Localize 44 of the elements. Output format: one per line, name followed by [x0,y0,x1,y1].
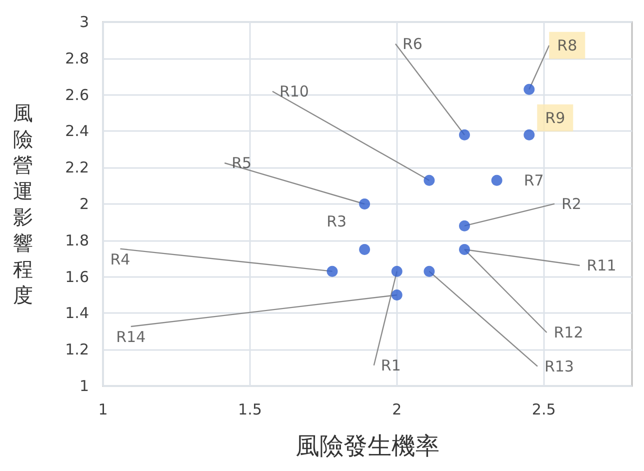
point [391,290,402,300]
point [359,198,370,210]
y-tick-label: 2.4 [65,122,89,140]
y-tick-label: 2 [79,195,89,213]
point [391,266,402,277]
y-tick-label: 1.2 [65,340,89,359]
y-tick-label: 1 [79,377,89,395]
annotation: R11 [586,256,616,274]
y-tick-label: 1.6 [65,268,89,286]
annotation: R14 [116,328,146,346]
annotation: R7 [524,171,544,190]
point [458,129,470,140]
annotation: R12 [554,324,584,342]
x-tick-label: 2 [392,400,402,418]
annotation: R10 [279,82,309,100]
annotation: R3 [326,212,347,230]
point [458,244,470,255]
annotation: R8 [557,36,578,54]
y-tick-label: 2.6 [65,86,89,104]
point [491,174,502,186]
annotation: R4 [110,250,130,268]
x-tick-label: 2.5 [532,400,556,418]
annotation: R5 [232,154,252,172]
y-tick-label: 1.4 [65,304,89,322]
y-tick-label: 3 [79,13,89,31]
annotation: R2 [562,194,582,213]
point [326,266,338,277]
x-tick-label: 1.5 [238,400,262,418]
point [524,129,535,140]
point [424,266,435,277]
x-tick-label: 1 [98,400,108,418]
annotation: R6 [402,34,422,53]
y-tick-label: 2.8 [65,49,89,68]
annotation: R9 [545,108,566,127]
x-axis-title: 風險發生機率 [296,432,440,460]
point [524,84,535,95]
y-axis-title: 風險營運影響程度 [13,101,33,307]
point [424,174,435,186]
annotation: R13 [544,357,574,376]
y-tick-label: 1.8 [65,231,89,250]
annotation: R1 [380,356,401,374]
point [359,244,370,255]
point [458,220,470,232]
y-tick-label: 2.2 [65,158,89,177]
